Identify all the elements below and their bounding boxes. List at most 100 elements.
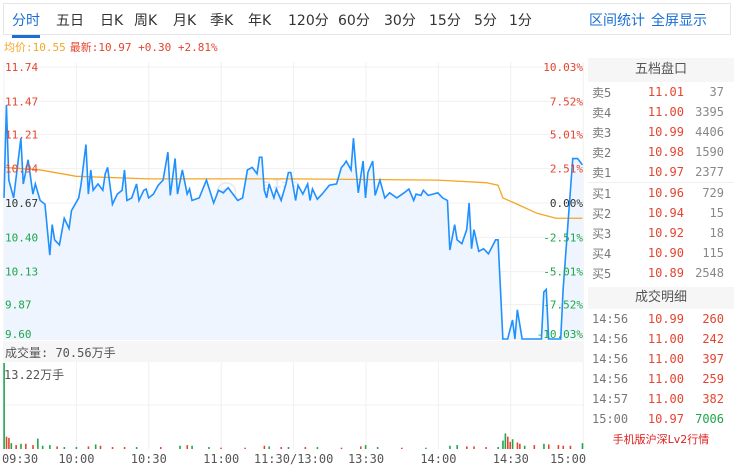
trade-list: 14:56 10.99 260 14:56 11.00 242 14:56 11.00 397 1… xyxy=(588,309,734,429)
volume-bar xyxy=(516,442,519,449)
ask-row: 卖5 11.01 37 xyxy=(588,82,734,102)
cell-price: 10.89 xyxy=(647,266,684,280)
volume-bar xyxy=(220,447,222,449)
cell-price: 10.92 xyxy=(647,226,684,240)
trades-title: 成交明细 xyxy=(588,287,734,309)
volume-total: 成交量: 70.56万手 xyxy=(3,341,584,362)
volume-bar xyxy=(449,445,451,449)
price-line xyxy=(3,105,584,340)
volume-bar xyxy=(244,447,246,449)
cell-time: 14:56 xyxy=(592,312,629,326)
cell-price: 11.00 xyxy=(647,332,684,346)
tab-0[interactable]: 分时 xyxy=(12,10,40,38)
cell-vol: 4406 xyxy=(695,125,724,139)
volume-bar xyxy=(8,437,10,449)
volume-bar xyxy=(135,447,138,449)
volume-bar xyxy=(287,447,290,449)
volume-bar xyxy=(179,445,181,449)
volume-bar xyxy=(5,436,8,449)
volume-bar xyxy=(523,445,526,449)
tab-10[interactable]: 15分 xyxy=(429,13,461,29)
side-panel: 五档盘口 卖5 11.01 37 卖4 11.00 3395 卖3 10.99 4406 卖2 10… xyxy=(588,58,734,447)
cell-vol: 382 xyxy=(702,392,724,406)
volume-bar xyxy=(41,445,44,449)
time-tick-label: 11:30/13:00 xyxy=(253,452,334,466)
tab-3[interactable]: 周K xyxy=(134,13,158,29)
price-tick-label: 10.40 xyxy=(5,231,38,244)
tab-4[interactable]: 月K xyxy=(173,13,197,29)
price-tick-label: 11.74 xyxy=(5,61,38,74)
ask-row: 卖1 10.97 2377 xyxy=(588,162,734,182)
price-tick-label: 11.21 xyxy=(5,128,38,141)
bid-row: 买3 10.92 18 xyxy=(588,223,734,243)
volume-bar xyxy=(3,363,5,449)
tab-1[interactable]: 五日 xyxy=(56,13,84,29)
pct-tick-label: 2.51% xyxy=(550,163,583,176)
cell-time: 14:56 xyxy=(592,332,629,346)
fullscreen-link[interactable]: 全屏显示 xyxy=(651,13,707,29)
trade-row: 14:57 11.00 382 xyxy=(588,389,734,409)
volume-bar xyxy=(533,445,536,449)
ask-row: 卖4 11.00 3395 xyxy=(588,102,734,122)
volume-bar xyxy=(485,447,487,449)
bid-row: 买4 10.90 115 xyxy=(588,243,734,263)
pct-tick-label: -10.03% xyxy=(537,328,584,341)
cell-time: 14:57 xyxy=(592,392,629,406)
volume-bar xyxy=(519,443,521,449)
cell-vol: 2377 xyxy=(695,165,724,179)
cell-price: 10.99 xyxy=(647,312,684,326)
tab-6[interactable]: 年K xyxy=(248,13,272,29)
pct-tick-label: -5.01% xyxy=(543,266,583,279)
cell-price: 10.98 xyxy=(647,145,684,159)
trade-row: 14:56 11.00 242 xyxy=(588,329,734,349)
tab-9[interactable]: 30分 xyxy=(384,13,416,29)
volume-bar xyxy=(557,445,560,449)
cell-label: 卖1 xyxy=(592,165,612,180)
cell-vol: 242 xyxy=(702,332,724,346)
volume-bar xyxy=(511,439,514,449)
volume-bar xyxy=(473,446,475,449)
cell-vol: 15 xyxy=(709,206,724,220)
volume-bar xyxy=(504,433,507,449)
bid-row: 买5 10.89 2548 xyxy=(588,263,734,283)
cell-vol: 1590 xyxy=(695,145,724,159)
tab-2[interactable]: 日K xyxy=(100,13,124,29)
volume-bar xyxy=(63,447,66,449)
ask-list: 卖5 11.01 37 卖4 11.00 3395 卖3 10.99 4406 卖2 10.98 15… xyxy=(588,82,734,182)
volume-bar xyxy=(340,447,343,449)
time-tick-label: 14:30 xyxy=(492,452,529,466)
cell-price: 11.01 xyxy=(647,85,684,99)
trade-row: 14:56 11.00 259 xyxy=(588,369,734,389)
intraday-chart: 11.74 10.03% 11.47 7.52% 11.21 5.01% 10.94 2.51… xyxy=(3,61,584,449)
cell-vol: 3395 xyxy=(695,105,724,119)
volume-bar xyxy=(263,445,266,449)
tab-11[interactable]: 5分 xyxy=(474,13,497,29)
volume-bar xyxy=(364,445,367,449)
tab-12[interactable]: 1分 xyxy=(509,13,532,29)
cell-price: 10.97 xyxy=(647,165,684,179)
bid-row: 买1 10.96 729 xyxy=(588,183,734,203)
cell-price: 10.90 xyxy=(647,246,684,260)
volume-max-label: 13.22万手 xyxy=(4,368,65,382)
cell-price: 10.97 xyxy=(647,412,684,426)
volume-bar xyxy=(304,447,307,449)
lv2-link[interactable]: 手机版沪深Lv2行情 xyxy=(612,433,710,446)
pct-tick-label: -2.51% xyxy=(543,231,583,244)
bid-list: 买1 10.96 729 买2 10.94 15 买3 10.92 18 买4 10.90 115 买5… xyxy=(588,182,734,283)
cell-price: 10.96 xyxy=(647,186,684,200)
volume-bar xyxy=(543,443,545,449)
cell-price: 10.94 xyxy=(647,206,684,220)
tab-7[interactable]: 120分 xyxy=(288,13,329,29)
time-tick-label: 11:00 xyxy=(203,452,240,466)
cell-label: 买5 xyxy=(592,266,612,281)
cell-vol: 397 xyxy=(702,352,724,366)
volume-bar xyxy=(56,446,58,449)
tab-8[interactable]: 60分 xyxy=(338,13,370,29)
cell-vol: 37 xyxy=(709,85,724,99)
range-stats-link[interactable]: 区间统计 xyxy=(589,13,645,29)
tab-5[interactable]: 季K xyxy=(210,13,234,29)
volume-bar xyxy=(191,445,193,449)
volume-bar xyxy=(400,447,403,449)
volume-bar xyxy=(75,447,78,449)
avg-price-line xyxy=(3,166,583,219)
